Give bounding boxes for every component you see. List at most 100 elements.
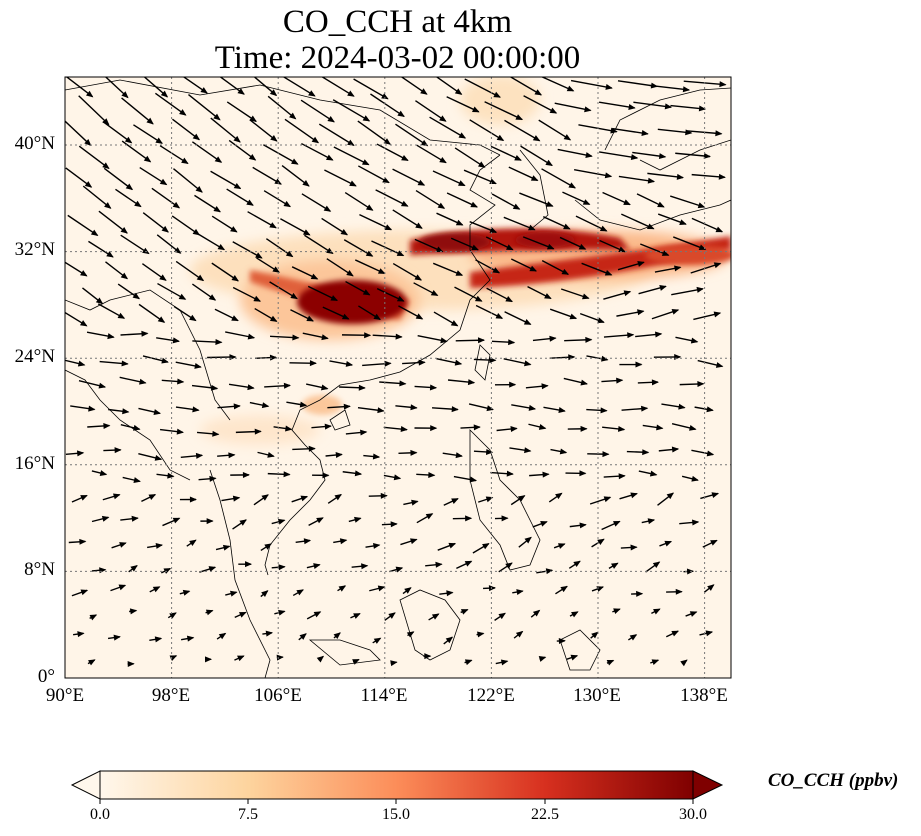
wind-arrow (82, 287, 104, 305)
wind-arrow (138, 407, 161, 415)
wind-arrow (699, 630, 714, 637)
wind-arrow (122, 476, 141, 483)
wind-arrow (88, 240, 114, 258)
wind-arrow (606, 659, 615, 666)
wind-arrow (511, 404, 537, 411)
wind-arrow (398, 305, 424, 320)
wind-arrow (217, 452, 236, 459)
wind-arrow (446, 192, 478, 208)
wind-arrow (139, 167, 168, 186)
wind-arrow (274, 609, 286, 616)
wind-arrow (565, 470, 587, 477)
wind-arrow (456, 560, 473, 570)
wind-arrow (375, 189, 409, 207)
lat-label: 8°N (24, 559, 55, 580)
wind-arrow (621, 213, 655, 230)
wind-arrow (415, 189, 446, 209)
wind-arrow (154, 92, 187, 116)
wind-arrow (642, 424, 664, 431)
wind-arrow (181, 635, 195, 642)
wind-arrow (129, 608, 138, 615)
wind-arrow (86, 331, 115, 340)
wind-arrow (235, 428, 262, 435)
wind-arrow (503, 358, 532, 367)
wind-arrow (182, 77, 208, 94)
wind-arrow (238, 561, 253, 568)
wind-arrow (690, 262, 722, 274)
wind-arrow (567, 425, 588, 432)
wind-arrow (156, 337, 180, 344)
wind-arrow (91, 515, 110, 523)
wind-arrow (601, 520, 621, 531)
wind-arrow (102, 493, 121, 501)
wind-arrow (362, 360, 392, 367)
wind-arrow (586, 407, 608, 414)
wind-arrow (348, 516, 362, 523)
wind-arrow (618, 175, 656, 184)
wind-arrow (149, 586, 161, 593)
wind-arrow (447, 379, 476, 386)
wind-arrow (300, 99, 335, 123)
wind-arrow (431, 406, 459, 413)
wind-arrow (603, 473, 626, 480)
wind-arrow (523, 95, 558, 114)
wind-arrow (518, 536, 532, 548)
wind-arrow (490, 145, 522, 161)
wind-arrow (513, 630, 524, 639)
wind-arrow (406, 631, 415, 638)
wind-arrow (316, 655, 325, 663)
wind-arrow (473, 448, 494, 455)
lon-label: 106°E (254, 685, 302, 706)
wind-arrow (376, 143, 409, 162)
wind-arrow (156, 234, 182, 254)
wind-arrow (469, 119, 505, 142)
wind-arrow (343, 239, 374, 257)
wind-arrow (510, 495, 526, 506)
wind-arrow (612, 127, 649, 136)
wind-arrow (221, 495, 241, 502)
wind-arrow (352, 658, 360, 665)
wind-arrow (306, 611, 322, 620)
wind-arrow (483, 585, 497, 592)
wind-arrow (230, 471, 250, 478)
wind-arrow (563, 377, 588, 386)
wind-arrow (494, 381, 517, 388)
wind-arrow (485, 236, 514, 251)
lon-label: 114°E (360, 685, 408, 706)
wind-arrow (681, 475, 699, 482)
wind-arrow (345, 280, 371, 296)
wind-arrow (342, 470, 363, 477)
wind-arrow (490, 470, 514, 477)
wind-arrow (98, 210, 128, 234)
wind-arrow (198, 475, 217, 482)
wind-arrow (528, 423, 547, 430)
wind-arrow (543, 406, 566, 413)
wind-arrow (569, 611, 579, 618)
map-title: CO_CCH at 4km (282, 4, 513, 40)
wind-arrow (556, 638, 566, 645)
wind-arrow (228, 139, 257, 161)
co-concentration-field (190, 77, 731, 445)
wind-arrow (292, 445, 316, 452)
wind-arrow (291, 266, 319, 280)
wind-arrow (71, 494, 88, 503)
lat-label: 16°N (14, 453, 55, 474)
wind-arrow (327, 493, 342, 504)
wind-arrow (372, 637, 382, 644)
wind-arrow (329, 360, 354, 367)
wind-arrow (532, 335, 557, 342)
wind-arrow (686, 130, 723, 137)
wind-arrow (503, 216, 536, 231)
wind-arrow (200, 518, 214, 525)
wind-arrow (694, 406, 714, 413)
wind-arrow (120, 515, 139, 522)
wind-arrow (186, 539, 197, 547)
wind-arrow (162, 517, 181, 527)
wind-arrow (225, 331, 256, 340)
wind-arrow (631, 590, 644, 597)
wind-arrow (599, 151, 639, 161)
wind-arrow (369, 585, 386, 592)
wind-arrow (337, 585, 347, 592)
wind-arrow (587, 451, 610, 458)
wind-arrow (637, 379, 659, 386)
